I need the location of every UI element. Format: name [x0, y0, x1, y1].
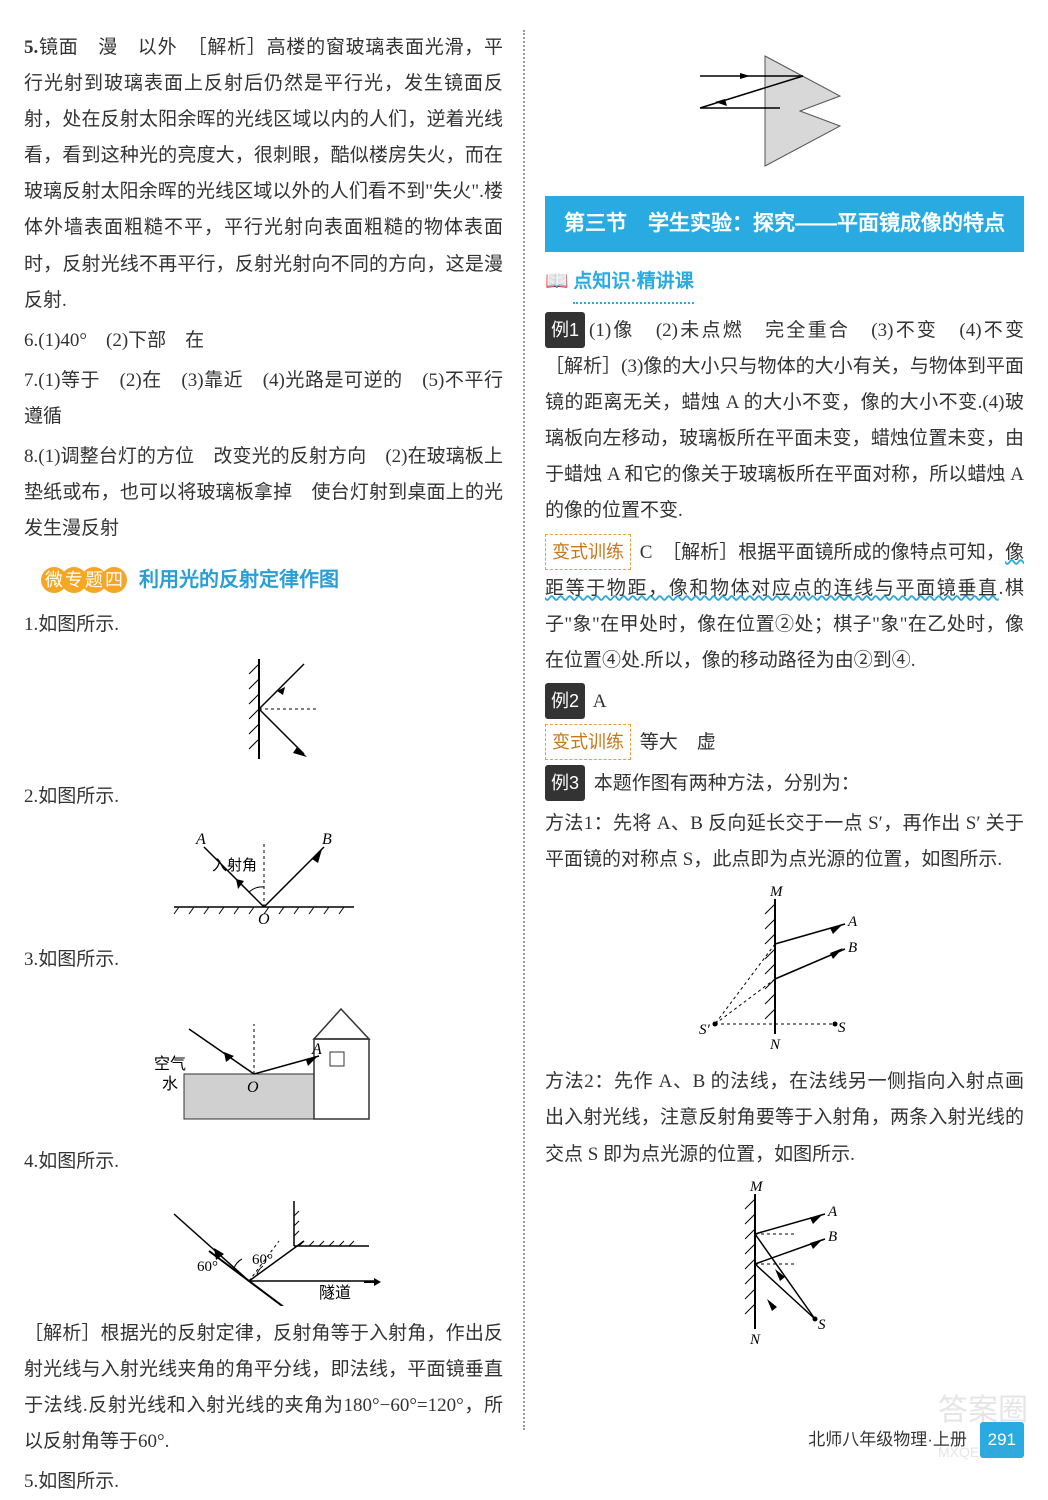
page-number: 291 [980, 1422, 1024, 1458]
figR1-svg: M N A B S S′ [675, 884, 895, 1054]
ex3-tag: 例3 [545, 765, 585, 801]
figR2-svg: M N A B S [685, 1179, 885, 1349]
right-column: 第三节 学生实验：探究——平面镜成像的特点 📖 点知识·精讲课 例1(1)像 (… [545, 30, 1024, 1466]
var2-body: 等大 虚 [635, 732, 716, 753]
knowledge-header-row: 📖 点知识·精讲课 [545, 264, 1024, 312]
var2-tag: 变式训练 [545, 724, 631, 760]
var1-body-a: C ［解析］根据平面镜所成的像特点可知， [635, 542, 1005, 563]
q5: 5.镜面 漫 以外 ［解析］高楼的窗玻璃表面光滑，平行光射到玻璃表面上反射后仍然… [24, 30, 503, 319]
section-banner: 第三节 学生实验：探究——平面镜成像的特点 [545, 196, 1024, 252]
fig5-label: 5.如图所示. [24, 1464, 503, 1500]
figR2-M: M [749, 1179, 764, 1195]
footer-text: 北师八年级物理·上册 [808, 1430, 967, 1449]
micro-topic-heading: 微专题四 利用光的反射定律作图 [44, 561, 503, 599]
left-column: 5.镜面 漫 以外 ［解析］高楼的窗玻璃表面光滑，平行光射到玻璃表面上反射后仍然… [24, 30, 503, 1466]
ex1-body: (1)像 (2)未点燃 完全重合 (3)不变 (4)不变 ［解析］(3)像的大小… [545, 320, 1043, 521]
fig5-svg [685, 36, 885, 186]
figure-r2: M N A B S [545, 1179, 1024, 1349]
figR1-S: S [838, 1020, 846, 1036]
variant-2: 变式训练 等大 虚 [545, 724, 1024, 761]
fig2-svg: A B O 入射角 [154, 822, 374, 932]
figure-1 [24, 649, 503, 769]
fig2-incident-label: 入射角 [212, 857, 257, 874]
fig3-label: 3.如图所示. [24, 942, 503, 978]
knowledge-header: 点知识·精讲课 [573, 264, 693, 304]
example-3: 例3 本题作图有两种方法，分别为： [545, 765, 1024, 802]
micro-topic-title: 利用光的反射定律作图 [139, 569, 339, 591]
fig3-O: O [247, 1079, 259, 1096]
column-divider [523, 30, 525, 1430]
fig2-O: O [258, 911, 270, 928]
fig4-angle2: 60° [252, 1252, 273, 1268]
method-2: 方法2：先作 A、B 的法线，在法线另一侧指向入射点画出入射光线，注意反射角要等… [545, 1064, 1024, 1172]
example-1: 例1(1)像 (2)未点燃 完全重合 (3)不变 (4)不变 ［解析］(3)像的… [545, 312, 1024, 530]
page-footer: 北师八年级物理·上册 291 [545, 1422, 1024, 1458]
ex2-body: A [589, 691, 606, 712]
figure-4: 60° 60° 隧道 [24, 1186, 503, 1306]
figure-r1: M N A B S S′ [545, 884, 1024, 1054]
fig2-label: 2.如图所示. [24, 779, 503, 815]
example-2: 例2 A [545, 683, 1024, 720]
figR2-B: B [828, 1229, 837, 1245]
var1-tag: 变式训练 [545, 534, 631, 570]
figR1-A: A [847, 914, 858, 930]
fig2-B: B [322, 831, 332, 848]
fig3-svg: 空气 水 O A [134, 984, 394, 1134]
fig4-label: 4.如图所示. [24, 1144, 503, 1180]
fig3-water: 水 [162, 1075, 178, 1093]
figR1-M: M [769, 884, 784, 900]
fig1-label: 1.如图所示. [24, 607, 503, 643]
micro-char-4: 四 [101, 567, 127, 593]
figure-5 [545, 36, 1024, 186]
fig3-A: A [311, 1041, 322, 1058]
figure-2: A B O 入射角 [24, 822, 503, 932]
fig2-A: A [195, 831, 206, 848]
fig4-analysis: ［解析］根据光的反射定律，反射角等于入射角，作出反射光线与入射光线夹角的角平分线… [24, 1316, 503, 1460]
fig1-svg [199, 649, 329, 769]
fig4-tunnel: 隧道 [319, 1284, 351, 1302]
q8: 8.(1)调整台灯的方位 改变光的反射方向 (2)在玻璃板上垫纸或布，也可以将玻… [24, 439, 503, 547]
ex1-tag: 例1 [545, 312, 585, 348]
figR1-Sp: S′ [699, 1022, 711, 1038]
figure-3: 空气 水 O A [24, 984, 503, 1134]
q5-number: 5. [24, 37, 38, 58]
fig4-svg: 60° 60° 隧道 [139, 1186, 389, 1306]
q5-text: 镜面 漫 以外 ［解析］高楼的窗玻璃表面光滑，平行光射到玻璃表面上反射后仍然是平… [24, 37, 503, 311]
figR2-S: S [818, 1317, 826, 1333]
figR1-B: B [848, 940, 857, 956]
fig3-air: 空气 [154, 1055, 186, 1073]
ex2-tag: 例2 [545, 683, 585, 719]
figR1-N: N [769, 1037, 781, 1053]
ex3-body: 本题作图有两种方法，分别为： [589, 773, 860, 794]
fig4-angle1: 60° [197, 1259, 218, 1275]
figR2-A: A [827, 1204, 838, 1220]
variant-1: 变式训练 C ［解析］根据平面镜所成的像特点可知，像距等于物距，像和物体对应点的… [545, 534, 1024, 679]
method-1: 方法1：先将 A、B 反向延长交于一点 S′，再作出 S′ 关于平面镜的对称点 … [545, 806, 1024, 878]
figR2-N: N [749, 1332, 761, 1348]
q6: 6.(1)40° (2)下部 在 [24, 323, 503, 359]
q7: 7.(1)等于 (2)在 (3)靠近 (4)光路是可逆的 (5)不平行 遵循 [24, 363, 503, 435]
